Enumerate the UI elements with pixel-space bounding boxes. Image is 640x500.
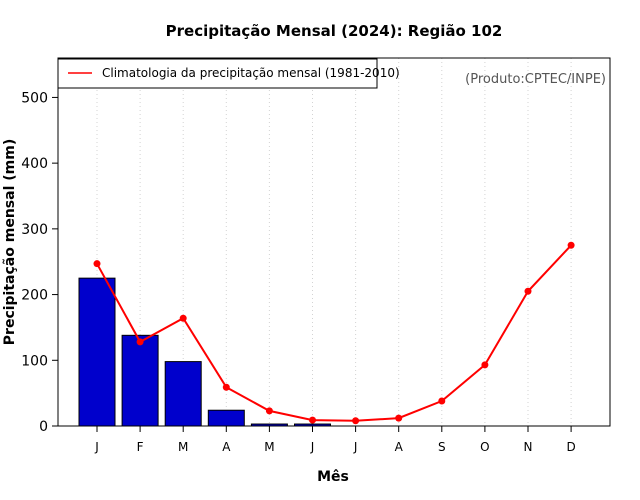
y-tick-label: 500 [21,90,48,106]
x-tick-label: J [353,440,358,454]
x-tick-label: O [480,440,489,454]
climatology-point [481,361,489,369]
climatology-point [567,241,575,249]
credit-annotation: (Produto:CPTEC/INPE) [465,72,606,87]
y-tick-label: 400 [21,156,48,172]
y-tick-label: 300 [21,222,48,238]
x-axis-title: Mês [317,469,349,485]
chart-title: Precipitação Mensal (2024): Região 102 [166,22,503,40]
climatology-point [179,314,187,322]
y-tick-label: 200 [21,288,48,304]
legend-box [57,58,378,89]
climatology-point [265,407,273,415]
x-tick-label: M [264,440,274,454]
legend: Climatologia da precipitação mensal (198… [57,58,400,89]
climatology-point [309,416,316,424]
x-tick-label: A [222,440,231,454]
x-tick-label: J [94,440,99,454]
x-tick-label: A [395,440,404,454]
climatology-point [395,414,403,422]
x-tick-label: J [310,440,315,454]
bar [78,277,116,427]
plot-frame [57,57,611,427]
climatology-line-series [93,241,575,425]
climatology-point [222,383,230,391]
climatology-point [352,417,360,425]
climatology-point [524,287,532,295]
x-tick-label: D [566,440,575,454]
x-tick-label: F [137,440,144,454]
bar [207,409,245,427]
y-tick-label: 0 [39,419,48,435]
y-axis: 0 100 200 300 400 500 [21,90,58,435]
x-tick-label: S [438,440,446,454]
y-axis-title: Precipitação mensal (mm) [2,139,18,345]
bar [121,334,159,427]
x-tick-label: N [524,440,533,454]
legend-label: Climatologia da precipitação mensal (198… [102,66,400,80]
y-tick-label: 100 [21,353,48,369]
climatology-point [438,397,446,405]
climatology-point [136,338,144,346]
bar [164,361,202,427]
x-tick-label: M [178,440,188,454]
climatology-line [96,244,572,422]
climatology-point [93,260,101,268]
